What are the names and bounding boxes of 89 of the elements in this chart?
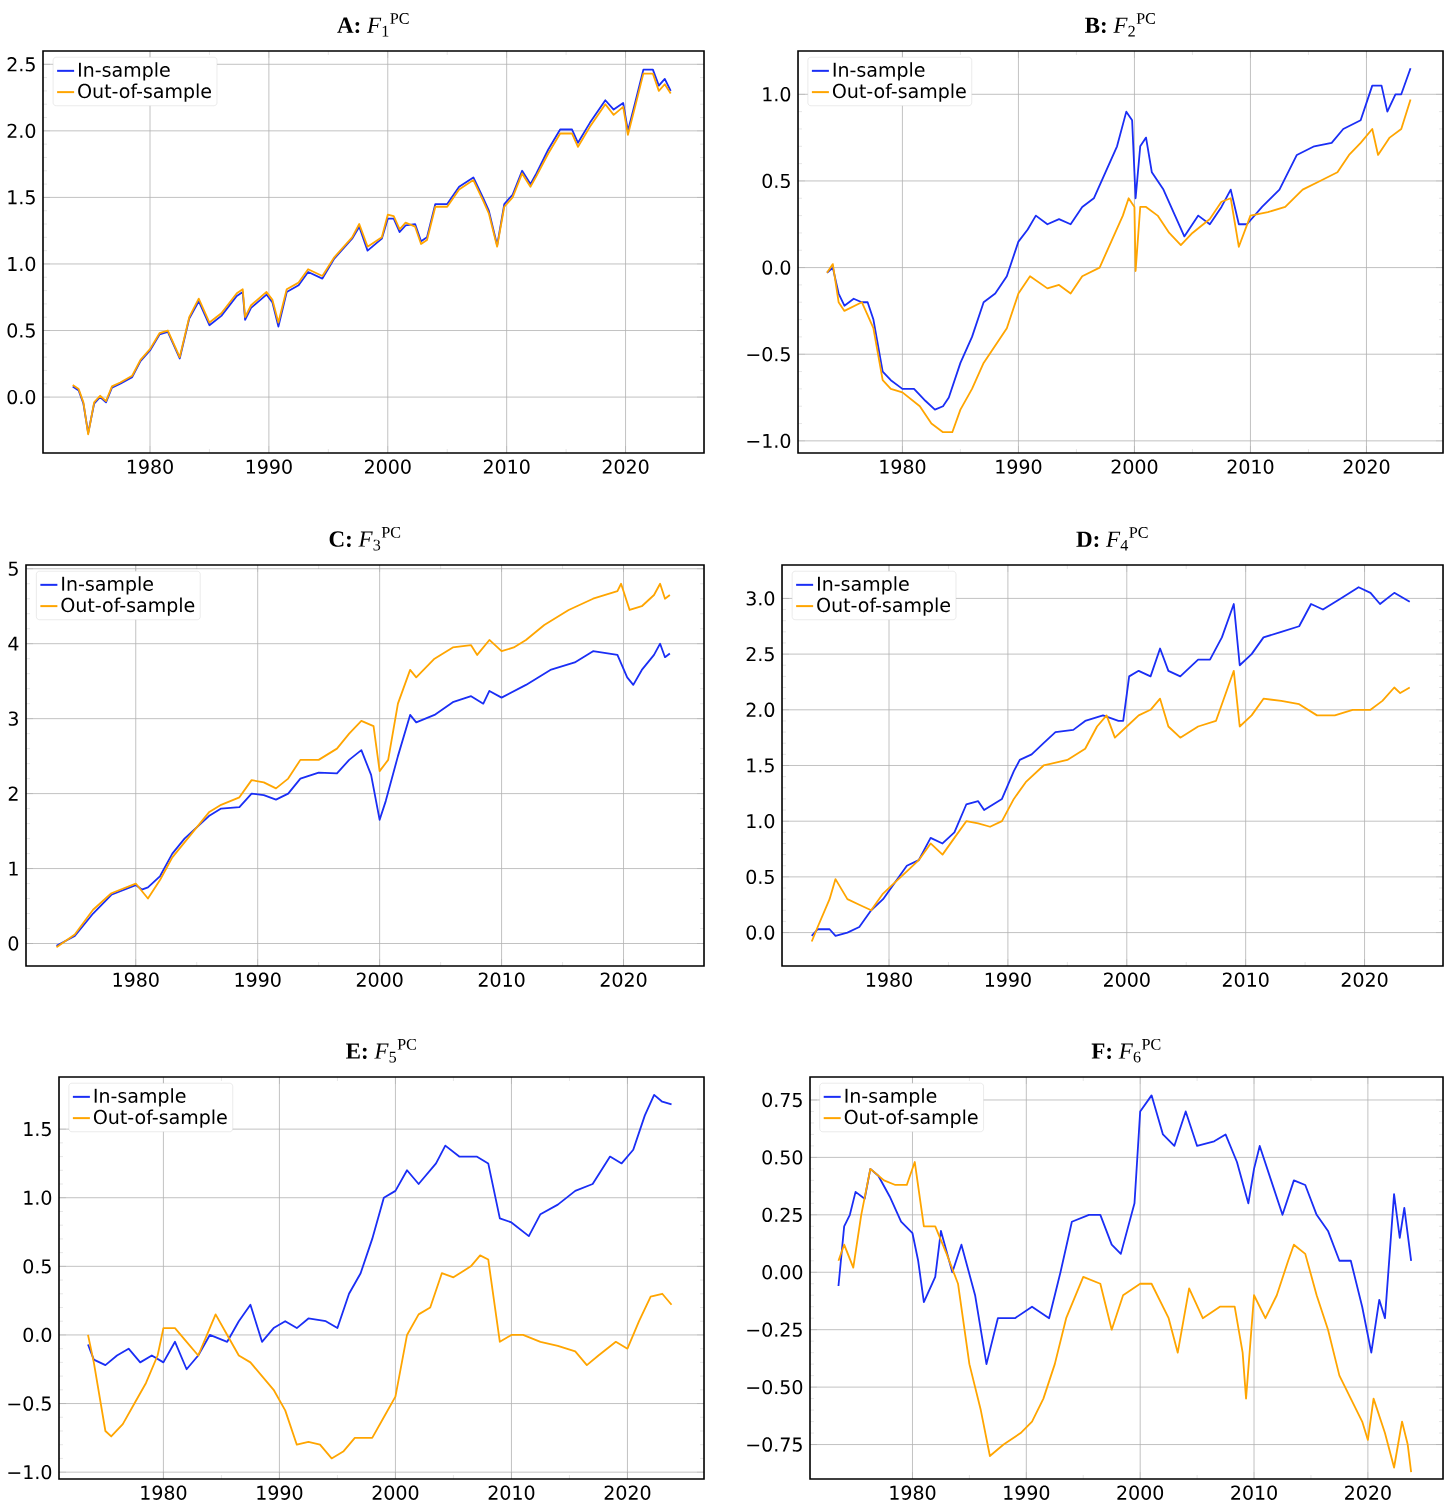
x-tick-label: 1990: [246, 459, 292, 474]
x-tick-label: 1990: [257, 1485, 303, 1500]
line-series: [837, 1161, 1413, 1474]
legend-label: In-sample: [833, 62, 925, 81]
y-tick-label: 0.5: [746, 869, 774, 885]
legend-label: In-sample: [62, 576, 153, 595]
y-tick-label: 0.5: [23, 1259, 51, 1274]
chart-title: B: F$_{2}$PC: [1085, 13, 1155, 37]
y-tick-label: −0.5: [8, 1396, 51, 1411]
x-tick-label: 2010: [488, 1485, 535, 1500]
legend-label: Out-of-sample: [832, 83, 966, 102]
y-tick-label: 2.0: [7, 123, 36, 139]
x-tick-label: 2010: [483, 459, 530, 474]
y-tick-label: −1.0: [747, 433, 791, 449]
y-tick-label: 0.75: [762, 1092, 802, 1108]
y-tick-label: 1.0: [8, 256, 36, 272]
x-tick-label: 2000: [1111, 459, 1158, 474]
y-tick-label: 1.0: [763, 87, 791, 102]
x-tick-label: 2000: [372, 1485, 419, 1500]
x-tick-label: 2020: [1345, 1485, 1391, 1500]
x-tick-label: 1980: [866, 972, 912, 987]
y-tick-label: 0.0: [762, 260, 791, 275]
x-tick-label: 2010: [478, 972, 525, 987]
y-tick-label: 3: [8, 711, 18, 726]
y-tick-label: 0.0: [7, 389, 36, 405]
line-series: [87, 1254, 673, 1460]
x-tick-label: 2020: [604, 1485, 651, 1500]
y-tick-label: −0.5: [747, 347, 790, 362]
y-tick-label: 1: [9, 861, 18, 876]
x-tick-label: 2000: [364, 459, 411, 474]
x-tick-label: 2020: [1341, 972, 1388, 987]
x-tick-label: 2000: [1104, 972, 1150, 987]
y-tick-label: 0.0: [746, 925, 775, 940]
x-tick-label: 2010: [1227, 459, 1274, 474]
y-tick-label: 2: [8, 786, 18, 801]
chart-title: E: F$_{5}$PC: [346, 1038, 416, 1063]
chart-title: D: F$_{4}$PC: [1076, 527, 1148, 551]
y-tick-label: 1.0: [747, 813, 775, 829]
line-series: [810, 669, 1411, 943]
y-tick-label: 1.5: [24, 1122, 51, 1137]
legend-label: In-sample: [817, 576, 909, 595]
y-tick-label: 0.0: [23, 1327, 52, 1343]
legend-label: In-sample: [78, 62, 170, 81]
chart-title: A: F$_{1}$PC: [337, 13, 409, 37]
y-tick-label: 1.5: [8, 190, 35, 205]
y-tick-label: 5: [8, 561, 18, 576]
legend-label: Out-of-sample: [93, 1109, 227, 1128]
x-tick-label: 1980: [127, 459, 173, 474]
y-tick-label: 2.0: [746, 702, 775, 717]
x-tick-label: 1990: [1004, 1485, 1050, 1500]
x-tick-label: 2010: [1222, 972, 1269, 987]
x-tick-label: 2020: [1343, 459, 1390, 474]
y-tick-label: 4: [8, 636, 19, 651]
y-tick-label: −1.0: [8, 1464, 52, 1480]
x-tick-label: 2020: [602, 459, 649, 474]
y-tick-label: −0.25: [747, 1322, 802, 1337]
y-tick-label: 0.5: [762, 173, 790, 189]
y-tick-label: 0.25: [762, 1207, 802, 1223]
x-tick-label: 1980: [113, 972, 159, 987]
x-tick-label: 2000: [356, 972, 403, 987]
y-tick-label: 0.5: [7, 323, 35, 338]
x-tick-label: 1990: [235, 972, 281, 987]
x-tick-label: 2000: [1117, 1485, 1164, 1500]
legend-label: In-sample: [94, 1088, 186, 1107]
legend-label: Out-of-sample: [78, 83, 211, 102]
chart-title: C: F$_{3}$PC: [329, 526, 401, 551]
y-tick-label: 0.00: [762, 1265, 803, 1280]
x-tick-label: 1980: [890, 1485, 936, 1500]
x-tick-label: 2020: [600, 972, 647, 987]
y-tick-label: 2.5: [7, 57, 35, 72]
y-tick-label: 3.0: [746, 591, 775, 606]
line-series: [55, 642, 671, 947]
legend-label: Out-of-sample: [61, 597, 195, 616]
y-tick-label: 1.0: [24, 1190, 52, 1205]
y-tick-label: 0.50: [762, 1150, 803, 1165]
chart-title: F: F$_{6}$PC: [1091, 1038, 1161, 1063]
x-tick-label: 1980: [141, 1485, 187, 1500]
y-tick-label: 0: [8, 936, 19, 951]
legend-label: Out-of-sample: [844, 1109, 978, 1128]
y-tick-label: 1.5: [747, 758, 774, 773]
y-tick-label: 2.5: [746, 646, 774, 662]
x-tick-label: 2010: [1231, 1485, 1277, 1500]
legend-label: Out-of-sample: [817, 597, 950, 616]
y-tick-label: −0.50: [747, 1379, 803, 1395]
x-tick-label: 1990: [985, 972, 1031, 987]
y-tick-label: −0.75: [747, 1437, 802, 1452]
legend-label: In-sample: [845, 1088, 937, 1107]
x-tick-label: 1980: [880, 459, 926, 474]
x-tick-label: 1990: [996, 459, 1042, 474]
